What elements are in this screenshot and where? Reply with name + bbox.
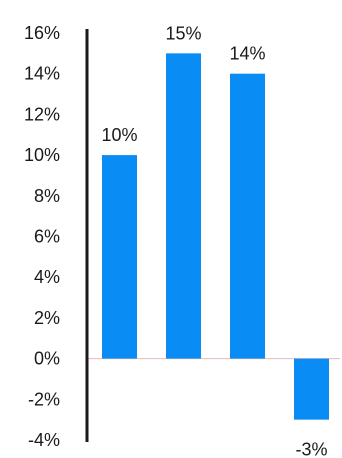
- bar: [294, 358, 329, 420]
- y-tick-label: 0%: [34, 349, 60, 369]
- y-tick-label: 12%: [24, 104, 60, 124]
- bar-data-label: 15%: [165, 23, 201, 43]
- bar-data-label: -3%: [295, 440, 327, 458]
- y-tick-label: 8%: [34, 186, 60, 206]
- bar: [230, 73, 265, 359]
- y-axis-ticks: -4% -2% 0% 2% 4% 6% 8% 10% 12% 14% 16%: [24, 23, 60, 450]
- bar: [166, 53, 201, 359]
- y-tick-label: 14%: [24, 64, 60, 84]
- y-tick-label: 10%: [24, 145, 60, 165]
- bar: [102, 155, 137, 359]
- y-tick-label: -4%: [28, 430, 60, 450]
- y-tick-label: -2%: [28, 389, 60, 409]
- data-labels: 10% 15% 14% -3%: [101, 23, 327, 458]
- y-tick-label: 2%: [34, 308, 60, 328]
- bar-data-label: 10%: [101, 125, 137, 145]
- bars: [102, 53, 329, 420]
- y-tick-label: 16%: [24, 23, 60, 43]
- y-tick-label: 6%: [34, 227, 60, 247]
- bar-data-label: 14%: [229, 44, 265, 64]
- y-tick-label: 4%: [34, 267, 60, 287]
